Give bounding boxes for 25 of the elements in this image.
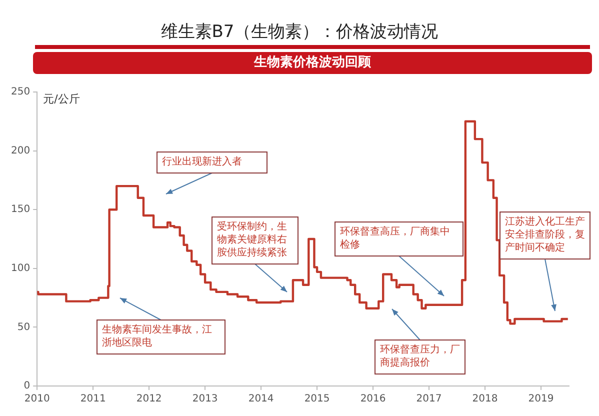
y-tick-label: 150 xyxy=(10,204,30,216)
chart-subtitle: 生物素价格波动回顾 xyxy=(33,52,592,74)
annotation: 江苏进入化工生产安全排查阶段，复产时间不确定 xyxy=(505,216,585,254)
annotation: 生物素车间发生事故，江浙地区限电 xyxy=(102,324,212,349)
x-tick-label: 2014 xyxy=(248,394,274,405)
x-tick-label: 2015 xyxy=(304,394,330,405)
x-tick-label: 2019 xyxy=(528,394,554,405)
annotation: 行业出现新进入者 xyxy=(162,156,242,168)
y-tick-label: 0 xyxy=(24,380,30,392)
y-tick-label: 50 xyxy=(17,322,30,333)
y-tick-label: 100 xyxy=(10,262,30,274)
y-axis-title: 元/公斤 xyxy=(43,92,80,106)
x-tick-label: 2012 xyxy=(136,394,162,405)
chart-title: 维生素B7（生物素）：价格波动情况 xyxy=(160,21,440,43)
x-tick-label: 2017 xyxy=(416,394,442,405)
x-tick-label: 2011 xyxy=(80,394,106,405)
x-tick-label: 2010 xyxy=(24,394,50,405)
y-tick-label: 200 xyxy=(10,145,30,156)
x-tick-label: 2016 xyxy=(360,394,386,405)
annotation: 环保督查压力，厂商提高报价 xyxy=(380,344,460,369)
y-tick-label: 250 xyxy=(10,86,30,98)
x-tick-label: 2013 xyxy=(192,394,218,405)
annotation: 受环保制约，生物素关键原料右胺供应持续紧张 xyxy=(217,220,287,259)
annotation: 环保督查高压，厂商集中检修 xyxy=(340,226,450,251)
x-tick-label: 2018 xyxy=(472,394,498,405)
